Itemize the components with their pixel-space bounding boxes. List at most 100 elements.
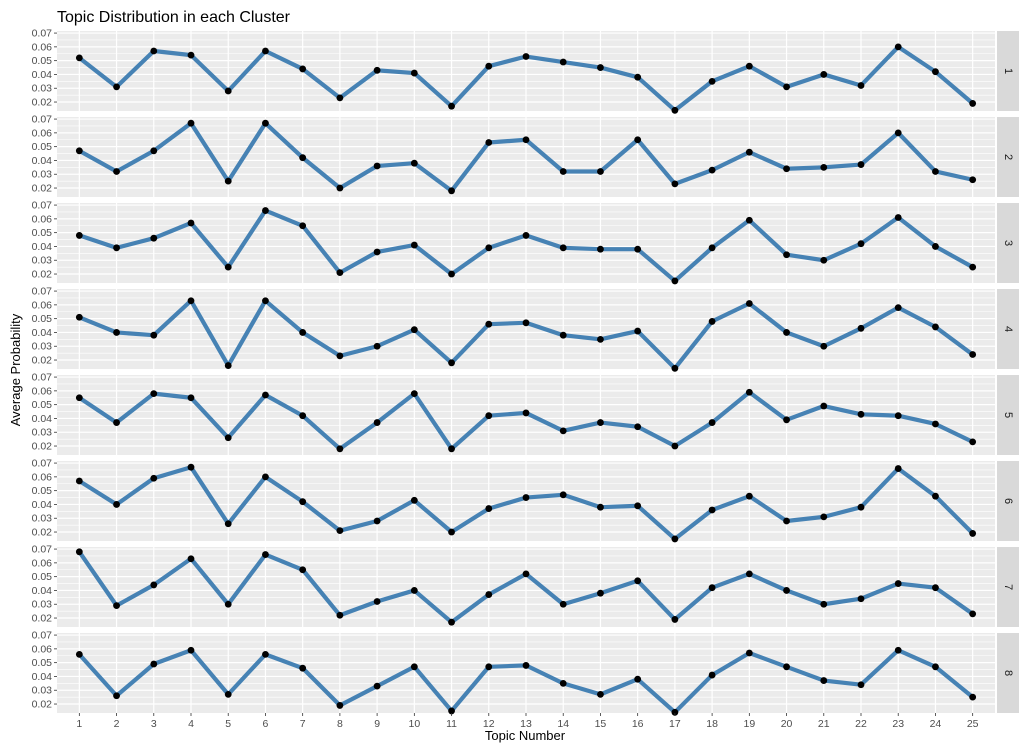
data-point (783, 165, 790, 173)
facet-panel-8: 0.02 0.03 0.04 0.05 0.060.07 8 (32, 630, 1019, 716)
y-tick-label: 0.03 (32, 83, 53, 95)
data-point (485, 505, 493, 512)
data-point (485, 320, 493, 328)
data-point (448, 618, 455, 626)
data-point (708, 166, 716, 174)
data-point (262, 391, 269, 399)
data-point (522, 319, 530, 327)
y-tick-label: 0.04 (32, 585, 53, 597)
x-tick-label: 10 (408, 718, 420, 730)
x-tick-label: 12 (483, 718, 495, 730)
data-point (559, 244, 567, 252)
data-point (113, 692, 120, 700)
data-point (150, 581, 158, 589)
data-point (932, 323, 939, 331)
facet-strip (997, 461, 1019, 541)
data-point (75, 313, 83, 321)
y-tick-label: 0.02 (32, 699, 53, 711)
data-point (708, 671, 716, 679)
data-point (448, 102, 455, 110)
data-point (224, 87, 232, 95)
data-point (373, 598, 381, 605)
data-point (969, 693, 977, 701)
data-point (410, 587, 418, 594)
facet-panel-2: 0.02 0.03 0.04 0.05 0.060.07 2 (32, 114, 1019, 197)
y-tick-label: 0.03 (32, 685, 53, 697)
data-point (932, 584, 939, 592)
data-point (671, 708, 679, 716)
data-point (373, 162, 381, 170)
x-tick-label: 18 (706, 718, 718, 730)
data-point (299, 566, 307, 574)
data-point (448, 270, 455, 278)
data-point (634, 423, 642, 431)
x-tick-label: 1 (76, 718, 82, 730)
data-point (820, 600, 828, 608)
y-tick-label: 0.04 (32, 155, 53, 167)
x-tick-label: 20 (781, 718, 793, 730)
data-point (745, 388, 753, 396)
y-tick-label: 0.06 (32, 41, 53, 53)
y-tick-label: 0.02 (32, 613, 53, 625)
y-tick-label: 0.07 (32, 372, 53, 384)
data-point (262, 650, 269, 658)
data-point (187, 119, 195, 127)
data-point (113, 329, 120, 336)
data-point (857, 324, 865, 332)
data-point (894, 412, 902, 420)
facet-strip-label: 5 (1002, 412, 1014, 418)
data-point (708, 506, 716, 514)
y-tick-label: 0.02 (32, 441, 53, 453)
data-point (224, 177, 232, 185)
data-point (373, 342, 381, 350)
data-point (932, 168, 939, 175)
data-point (410, 69, 418, 77)
data-point (708, 584, 716, 592)
data-point (820, 342, 828, 350)
data-point (708, 318, 716, 325)
data-point (857, 681, 865, 689)
data-point (150, 234, 158, 242)
x-tick-label: 24 (930, 718, 942, 730)
data-point (894, 304, 902, 312)
data-point (448, 445, 455, 453)
y-tick-label: 0.05 (32, 399, 53, 411)
data-point (671, 616, 679, 623)
data-point (745, 62, 753, 70)
data-point (187, 297, 195, 305)
data-point (262, 473, 269, 481)
data-point (75, 147, 83, 155)
data-point (75, 650, 83, 658)
data-point (410, 326, 418, 334)
facet-panel-3: 0.02 0.03 0.04 0.05 0.060.07 3 (32, 200, 1019, 285)
data-point (894, 580, 902, 587)
y-tick-label: 0.05 (32, 571, 53, 583)
y-tick-label: 0.05 (32, 485, 53, 497)
data-point (262, 297, 269, 305)
data-point (187, 394, 195, 402)
facet-strip-label: 3 (1002, 240, 1014, 246)
y-tick-label: 0.06 (32, 643, 53, 655)
data-point (299, 65, 307, 73)
data-point (113, 501, 120, 508)
data-point (299, 498, 307, 506)
data-point (969, 176, 977, 184)
y-tick-label: 0.02 (32, 527, 53, 539)
y-tick-label: 0.03 (32, 169, 53, 181)
x-tick-label: 2 (114, 718, 120, 730)
data-point (634, 502, 642, 510)
data-point (745, 492, 753, 500)
data-point (410, 390, 418, 398)
data-point (522, 53, 530, 60)
y-tick-label: 0.04 (32, 241, 53, 253)
y-tick-label: 0.04 (32, 69, 53, 81)
facet-strip-label: 7 (1002, 584, 1014, 590)
data-point (820, 71, 828, 78)
data-point (224, 520, 232, 528)
data-point (745, 649, 753, 657)
data-point (969, 438, 977, 446)
data-point (187, 51, 195, 59)
x-tick-label: 17 (669, 718, 681, 730)
y-tick-label: 0.05 (32, 657, 53, 669)
x-axis: 1 2 3 4 5 6 7 8 9 10 11 12 13 14 15 16 17 18 19 20 21 22 23 24 2… (76, 713, 979, 730)
